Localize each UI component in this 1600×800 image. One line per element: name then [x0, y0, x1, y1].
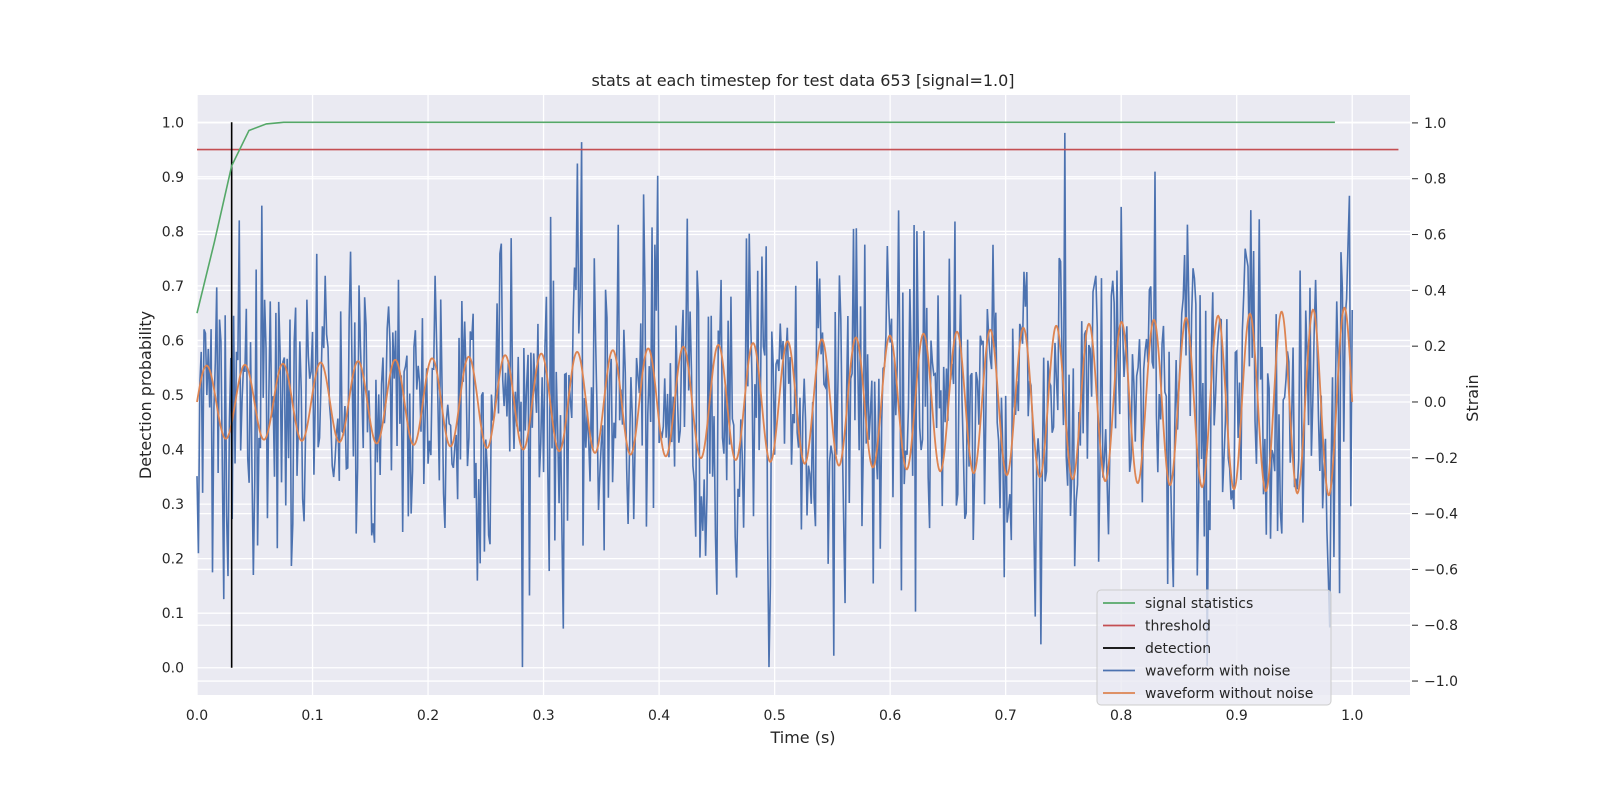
right-y-axis-label: Strain — [1463, 374, 1482, 421]
x-tick-label: 0.2 — [417, 708, 439, 724]
left-y-tick-label: 0.0 — [162, 661, 184, 677]
left-y-axis-label: Detection probability — [136, 311, 155, 479]
right-y-tick-label: 0.4 — [1424, 283, 1446, 299]
x-tick-label: 0.9 — [1226, 708, 1248, 724]
left-y-tick-label: 0.4 — [162, 443, 184, 459]
right-axis-ticks: −1.0 −0.8 −0.6 −0.4 −0.2 0.0 0.2 0.4 0.6 0.8 1.0 — [1412, 116, 1458, 690]
legend: signal statistics threshold detection wavef… — [1096, 589, 1332, 706]
left-y-tick-label: 0.6 — [162, 333, 184, 349]
right-y-tick-label: −0.4 — [1424, 507, 1458, 523]
right-y-tick-label: 0.2 — [1424, 339, 1446, 355]
right-y-tick-label: 1.0 — [1424, 116, 1446, 132]
left-y-tick-label: 0.7 — [162, 279, 184, 295]
legend-label: threshold — [1145, 619, 1211, 635]
x-tick-label: 0.7 — [995, 708, 1017, 724]
legend-box — [1096, 589, 1332, 706]
x-axis-label: Time (s) — [769, 728, 835, 747]
legend-label: signal statistics — [1145, 596, 1253, 612]
legend-label: waveform with noise — [1145, 664, 1290, 680]
series-waveform-with-noise — [196, 132, 1354, 668]
legend-label: waveform without noise — [1145, 686, 1313, 702]
right-y-tick-label: −0.8 — [1424, 618, 1458, 634]
right-y-tick-label: −1.0 — [1424, 674, 1458, 690]
series-waveform-without-noise — [196, 306, 1354, 497]
x-tick-label: 0.5 — [763, 708, 785, 724]
left-y-tick-label: 0.8 — [162, 224, 184, 240]
x-tick-label: 0.4 — [648, 708, 670, 724]
chart-title: stats at each timestep for test data 653… — [591, 71, 1014, 90]
legend-label: detection — [1145, 641, 1211, 657]
x-tick-label: 0.3 — [532, 708, 554, 724]
left-y-tick-label: 0.1 — [162, 606, 184, 622]
left-axis-ticks: 0.0 0.1 0.2 0.3 0.4 0.5 0.6 0.7 0.8 0.9 1.0 — [162, 115, 184, 676]
x-tick-label: 0.6 — [879, 708, 901, 724]
right-y-tick-label: −0.2 — [1424, 451, 1458, 467]
right-y-tick-label: −0.6 — [1424, 562, 1458, 578]
right-y-tick-label: 0.0 — [1424, 395, 1446, 411]
series-layer — [196, 121, 1399, 668]
left-y-tick-label: 0.9 — [162, 170, 184, 186]
x-axis-ticks: 0.0 0.1 0.2 0.3 0.4 0.5 0.6 0.7 0.8 0.9 1.0 — [186, 708, 1364, 724]
left-y-tick-label: 1.0 — [162, 115, 184, 131]
x-tick-label: 0.1 — [301, 708, 323, 724]
x-tick-label: 0.8 — [1110, 708, 1132, 724]
x-tick-label: 1.0 — [1341, 708, 1363, 724]
left-y-tick-label: 0.2 — [162, 552, 184, 568]
left-y-tick-label: 0.5 — [162, 388, 184, 404]
series-signal-statistics — [196, 121, 1335, 314]
right-y-tick-label: 0.8 — [1424, 172, 1446, 188]
right-y-tick-label: 0.6 — [1424, 228, 1446, 244]
left-y-tick-label: 0.3 — [162, 497, 184, 513]
x-tick-label: 0.0 — [186, 708, 208, 724]
